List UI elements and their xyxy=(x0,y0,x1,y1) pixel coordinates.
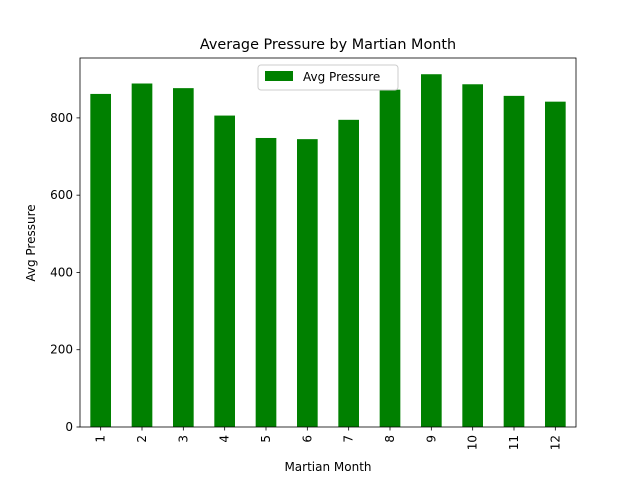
bar-month-5 xyxy=(255,137,277,428)
bar-month-7 xyxy=(338,119,359,427)
x-tick-label: 3 xyxy=(176,435,190,443)
bar-month-4 xyxy=(214,115,235,427)
x-tick-label: 4 xyxy=(218,435,232,443)
x-tick-label: 6 xyxy=(300,435,314,443)
y-tick-label: 400 xyxy=(50,265,73,279)
y-tick-label: 600 xyxy=(50,188,73,202)
plot-frame xyxy=(79,57,577,428)
y-axis-label: Avg Pressure xyxy=(24,204,38,281)
x-tick-label: 2 xyxy=(135,435,149,443)
x-tick-label: 8 xyxy=(383,435,397,443)
bar-month-1 xyxy=(90,93,111,428)
bar-month-3 xyxy=(173,88,194,427)
y-tick-label: 0 xyxy=(65,420,73,434)
bar-month-10 xyxy=(462,84,483,428)
bar-month-12 xyxy=(545,101,566,427)
x-axis-label: Martian Month xyxy=(284,460,371,474)
bar-month-8 xyxy=(379,89,401,428)
x-tick-label: 9 xyxy=(424,435,438,443)
legend-swatch xyxy=(265,71,293,81)
legend-label: Avg Pressure xyxy=(303,70,380,84)
chart-title: Average Pressure by Martian Month xyxy=(200,37,456,53)
x-tick-label: 1 xyxy=(94,435,108,443)
x-tick-label: 5 xyxy=(259,435,273,443)
x-tick-label: 11 xyxy=(507,435,521,450)
x-tick-label: 7 xyxy=(342,435,356,443)
x-tick-label: 10 xyxy=(466,435,480,450)
x-tick-label: 12 xyxy=(548,435,562,450)
y-tick-label: 200 xyxy=(50,343,73,357)
bar-month-9 xyxy=(421,74,442,427)
bar-month-2 xyxy=(131,83,153,427)
bar-month-11 xyxy=(503,95,525,428)
legend: Avg Pressure xyxy=(257,64,399,91)
bar-month-6 xyxy=(297,139,318,427)
y-tick-label: 800 xyxy=(50,111,73,125)
